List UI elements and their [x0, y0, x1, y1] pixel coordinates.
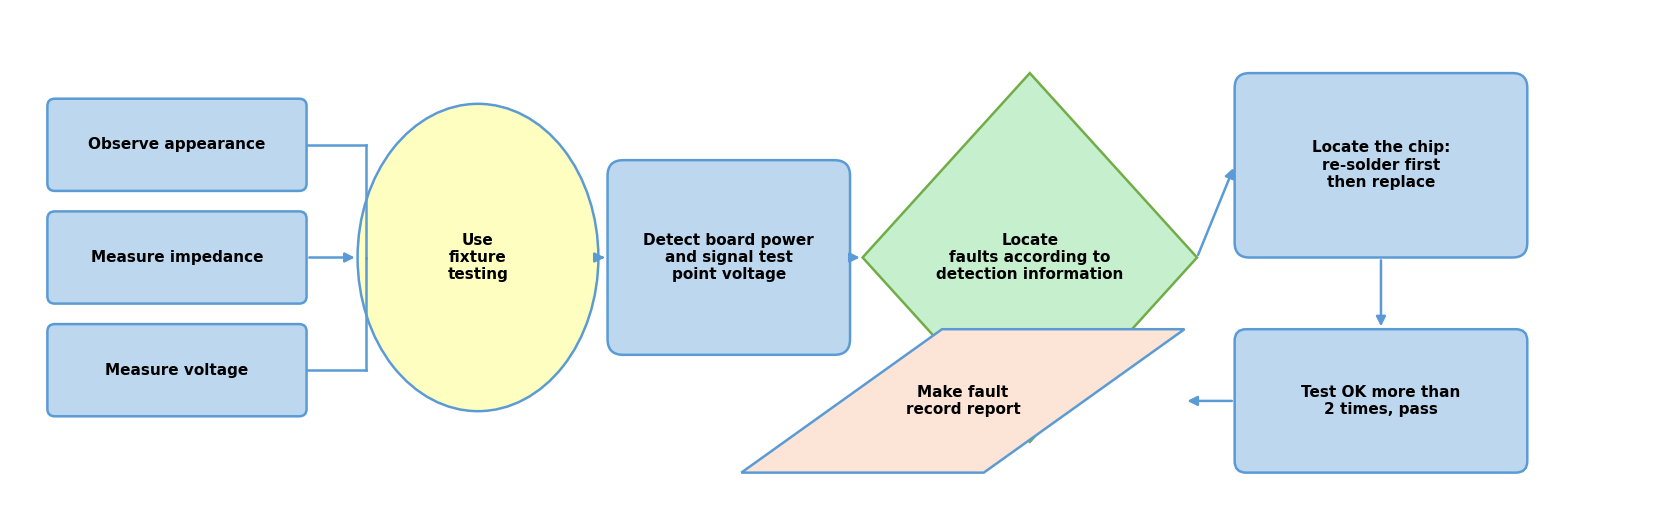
Text: Measure voltage: Measure voltage [106, 363, 248, 377]
Text: Use
fixture
testing: Use fixture testing [447, 233, 509, 282]
FancyBboxPatch shape [1234, 73, 1528, 258]
FancyBboxPatch shape [47, 99, 307, 191]
Text: Detect board power
and signal test
point voltage: Detect board power and signal test point… [643, 233, 814, 282]
Polygon shape [742, 329, 1184, 473]
Text: Locate the chip:
re-solder first
then replace: Locate the chip: re-solder first then re… [1312, 141, 1451, 190]
FancyBboxPatch shape [47, 211, 307, 304]
FancyBboxPatch shape [47, 324, 307, 416]
FancyBboxPatch shape [608, 160, 849, 355]
FancyBboxPatch shape [1234, 329, 1528, 473]
Text: Observe appearance: Observe appearance [89, 138, 266, 152]
Text: Test OK more than
2 times, pass: Test OK more than 2 times, pass [1301, 385, 1461, 417]
Text: Make fault
record report: Make fault record report [906, 385, 1020, 417]
Polygon shape [863, 73, 1198, 442]
Text: Locate
faults according to
detection information: Locate faults according to detection inf… [936, 233, 1124, 282]
Text: Measure impedance: Measure impedance [90, 250, 263, 265]
Ellipse shape [357, 104, 598, 411]
